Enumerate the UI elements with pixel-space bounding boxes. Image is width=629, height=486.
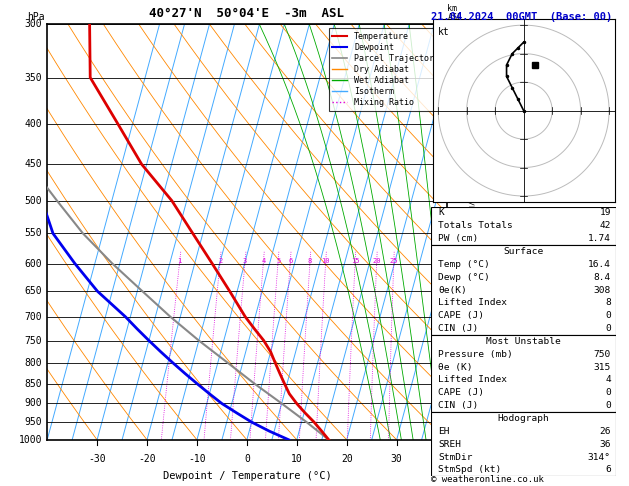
Text: 300: 300 (25, 19, 42, 29)
Text: Lifted Index: Lifted Index (438, 298, 507, 307)
Text: CIN (J): CIN (J) (438, 401, 479, 410)
Text: -1LCL: -1LCL (448, 402, 474, 411)
Text: Most Unstable: Most Unstable (486, 337, 561, 346)
Text: K: K (438, 208, 444, 217)
Text: Temp (°C): Temp (°C) (438, 260, 490, 269)
Text: 900: 900 (25, 399, 42, 408)
Text: Dewpoint / Temperature (°C): Dewpoint / Temperature (°C) (162, 471, 331, 481)
Text: Pressure (mb): Pressure (mb) (438, 350, 513, 359)
Text: -3: -3 (448, 267, 459, 276)
Text: 0: 0 (605, 388, 611, 397)
Text: 750: 750 (594, 350, 611, 359)
Text: -7: -7 (448, 141, 459, 151)
Text: CAPE (J): CAPE (J) (438, 311, 484, 320)
Text: 700: 700 (25, 312, 42, 322)
Text: Lifted Index: Lifted Index (438, 376, 507, 384)
Text: 4: 4 (605, 376, 611, 384)
Text: 2: 2 (218, 258, 222, 263)
Text: 308: 308 (594, 286, 611, 295)
Text: 1000: 1000 (19, 435, 42, 445)
Text: -5: -5 (448, 208, 459, 217)
Bar (431, 412, 616, 476)
Text: 800: 800 (25, 358, 42, 368)
Text: 42: 42 (599, 221, 611, 230)
Text: 6: 6 (288, 258, 292, 263)
Text: -6: -6 (448, 175, 459, 185)
Text: CAPE (J): CAPE (J) (438, 388, 484, 397)
Text: 26: 26 (599, 427, 611, 436)
Text: Hodograph: Hodograph (498, 414, 550, 423)
Text: 40°27'N  50°04'E  -3m  ASL: 40°27'N 50°04'E -3m ASL (149, 7, 345, 20)
Text: 400: 400 (25, 119, 42, 129)
Text: 600: 600 (25, 259, 42, 269)
Text: 3: 3 (243, 258, 247, 263)
Bar (431, 335, 616, 412)
Text: 314°: 314° (588, 452, 611, 462)
Text: 450: 450 (25, 159, 42, 169)
Text: hPa: hPa (28, 12, 45, 22)
Text: 15: 15 (351, 258, 359, 263)
Text: © weatheronline.co.uk: © weatheronline.co.uk (431, 474, 543, 484)
Text: 350: 350 (25, 72, 42, 83)
Bar (431, 207, 616, 245)
Text: Surface: Surface (504, 247, 543, 256)
Text: 0: 0 (605, 401, 611, 410)
Text: 20: 20 (341, 454, 353, 465)
Text: CIN (J): CIN (J) (438, 324, 479, 333)
Text: 6: 6 (605, 466, 611, 474)
Text: kt: kt (438, 27, 450, 37)
Text: 40: 40 (441, 454, 452, 465)
Text: 20: 20 (372, 258, 381, 263)
Text: -10: -10 (188, 454, 206, 465)
Text: km
ASL: km ASL (447, 3, 462, 22)
Text: -8: -8 (448, 81, 459, 90)
Text: -30: -30 (88, 454, 106, 465)
Text: 25: 25 (389, 258, 398, 263)
Text: 315: 315 (594, 363, 611, 372)
Text: 8.4: 8.4 (594, 273, 611, 282)
Text: -20: -20 (138, 454, 156, 465)
Text: 16.4: 16.4 (588, 260, 611, 269)
Text: EH: EH (438, 427, 450, 436)
Text: 8: 8 (308, 258, 312, 263)
Text: 10: 10 (321, 258, 330, 263)
Text: Dewp (°C): Dewp (°C) (438, 273, 490, 282)
Text: StmSpd (kt): StmSpd (kt) (438, 466, 501, 474)
Text: 5: 5 (276, 258, 281, 263)
Text: 4: 4 (262, 258, 265, 263)
Text: 19: 19 (599, 208, 611, 217)
Text: θe (K): θe (K) (438, 363, 473, 372)
Text: 10: 10 (291, 454, 303, 465)
Text: 550: 550 (25, 228, 42, 239)
Text: 0: 0 (244, 454, 250, 465)
Text: -2: -2 (448, 295, 459, 305)
Text: 950: 950 (25, 417, 42, 427)
Text: PW (cm): PW (cm) (438, 234, 479, 243)
Bar (431, 245, 616, 335)
Text: 8: 8 (605, 298, 611, 307)
Text: 650: 650 (25, 286, 42, 296)
Text: 21.04.2024  00GMT  (Base: 00): 21.04.2024 00GMT (Base: 00) (431, 12, 612, 22)
Text: 0: 0 (605, 324, 611, 333)
Text: Totals Totals: Totals Totals (438, 221, 513, 230)
Text: -4: -4 (448, 240, 459, 248)
Legend: Temperature, Dewpoint, Parcel Trajectory, Dry Adiabat, Wet Adiabat, Isotherm, Mi: Temperature, Dewpoint, Parcel Trajectory… (329, 29, 442, 111)
Text: 1: 1 (177, 258, 182, 263)
Text: 30: 30 (391, 454, 403, 465)
Text: 500: 500 (25, 195, 42, 206)
Text: 36: 36 (599, 440, 611, 449)
Text: 0: 0 (605, 311, 611, 320)
Text: StmDir: StmDir (438, 452, 473, 462)
Text: θe(K): θe(K) (438, 286, 467, 295)
Text: 1.74: 1.74 (588, 234, 611, 243)
Text: Mixing Ratio (g/kg): Mixing Ratio (g/kg) (468, 185, 477, 279)
Text: SREH: SREH (438, 440, 461, 449)
Text: 850: 850 (25, 379, 42, 389)
Text: 750: 750 (25, 335, 42, 346)
